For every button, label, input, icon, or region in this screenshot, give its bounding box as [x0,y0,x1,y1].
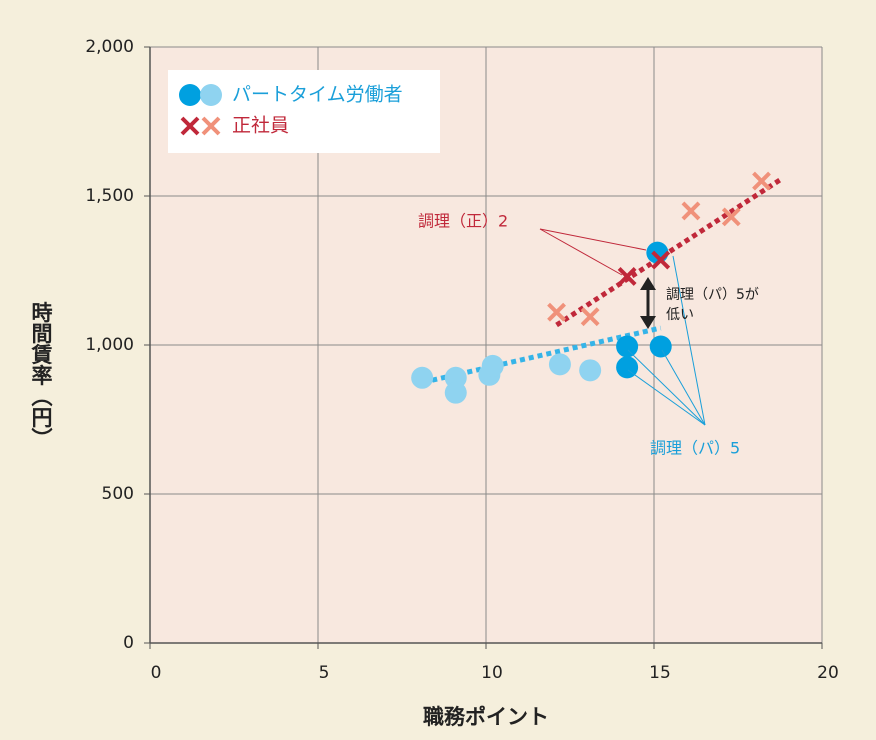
trend-line [431,325,662,383]
legend-label: 正社員 [232,115,289,137]
x-tick-label: 20 [817,663,839,683]
point [547,302,566,322]
x-tick-label: 15 [649,663,671,683]
y-tick-label: 500 [102,484,134,504]
point [481,354,504,377]
point [649,335,672,358]
x-tick-label: 5 [319,663,330,683]
point [411,366,434,389]
point [548,353,571,376]
annotation: 調理（正）2 [418,212,508,231]
gap-arrow [640,277,656,329]
legend-marker [179,84,201,106]
point [444,381,467,404]
annotation: 調理（パ）5が [666,287,759,303]
annotation: 低い [666,307,694,323]
point [681,201,701,221]
point [580,307,600,327]
annotation-leaders [539,228,647,276]
legend-marker [201,116,221,136]
annotation-leaders [627,255,706,426]
legend-marker [180,116,200,136]
legend-box [168,70,440,153]
y-tick-label: 0 [123,633,134,653]
point [616,335,639,358]
x-axis-label: 職務ポイント [423,705,549,729]
point [651,250,671,270]
annotation: 調理（パ）5 [650,439,740,458]
y-axis-label: 時間賃率（円） [29,301,54,449]
y-tick-label: 2,000 [85,37,134,57]
marks [411,171,782,404]
y-tick-label: 1,500 [85,186,134,206]
legend-label: パートタイム労働者 [232,84,403,106]
point [752,171,771,191]
x-tick-label: 10 [481,663,503,683]
point [721,207,741,227]
x-tick-label: 0 [151,663,162,683]
y-tick-label: 1,000 [85,335,134,355]
legend-marker [200,84,222,106]
point [579,359,602,382]
point [617,267,637,286]
point [646,241,669,264]
